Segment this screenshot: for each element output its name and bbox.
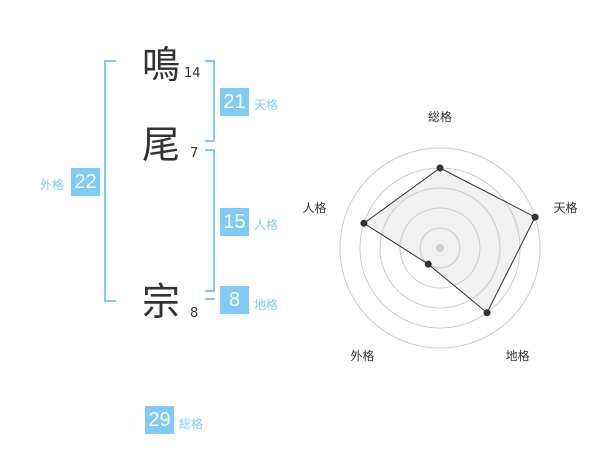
radar-axis-label: 総格 xyxy=(428,110,453,124)
radar-ring xyxy=(379,187,501,309)
name-char-1: 鳴 xyxy=(142,43,181,87)
name-char-3: 宗 xyxy=(142,280,181,324)
tenkaku-label: 天格 xyxy=(254,98,279,112)
stroke-count-1: 14 xyxy=(184,66,201,81)
jinkaku-bracket xyxy=(205,149,215,292)
radar-ring xyxy=(399,207,481,289)
jinkaku-label: 人格 xyxy=(254,218,279,232)
chikaku-label: 地格 xyxy=(254,298,279,312)
radar-axis-label: 外格 xyxy=(350,348,375,363)
radar-axis-label: 人格 xyxy=(302,201,327,216)
radar-ring xyxy=(339,147,541,349)
gaikaku-bracket xyxy=(104,60,116,302)
radar-point xyxy=(483,309,491,317)
radar-point xyxy=(436,164,444,172)
tenkaku-value: 21 xyxy=(220,88,249,116)
radar-point xyxy=(360,219,368,227)
gaikaku-label: 外格 xyxy=(40,178,65,192)
radar-ring xyxy=(419,227,461,269)
stroke-count-3: 8 xyxy=(190,306,199,321)
radar-center xyxy=(436,244,444,252)
radar-polygon xyxy=(363,167,536,314)
gaikaku-value: 22 xyxy=(71,168,100,196)
soukaku-value: 29 xyxy=(145,406,174,434)
radar-point xyxy=(531,213,539,221)
stroke-count-2: 7 xyxy=(190,146,199,161)
radar-axis-label: 天格 xyxy=(553,201,578,216)
tenkaku-bracket xyxy=(205,60,215,142)
chikaku-value: 8 xyxy=(220,286,249,314)
chikaku-connector xyxy=(205,298,215,300)
soukaku-label: 総格 xyxy=(179,417,204,431)
radar-axis-label: 地格 xyxy=(505,348,530,363)
jinkaku-value: 15 xyxy=(220,208,249,236)
radar-point xyxy=(424,260,432,268)
name-char-2: 尾 xyxy=(142,123,181,167)
